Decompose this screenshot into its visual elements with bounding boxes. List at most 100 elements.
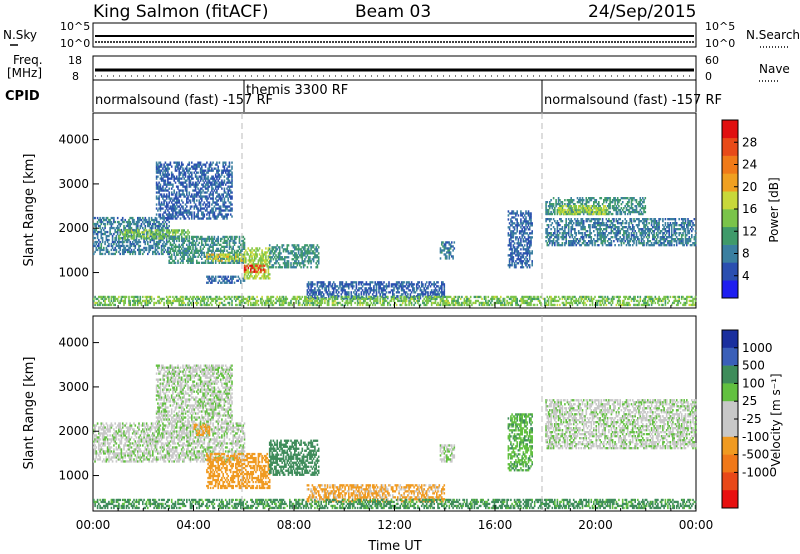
heatmap-cell <box>369 289 371 292</box>
heatmap-cell <box>272 246 275 249</box>
heatmap-cell <box>404 285 407 288</box>
heatmap-cell <box>588 205 590 208</box>
heatmap-cell <box>601 212 604 216</box>
heatmap-cell <box>204 195 207 198</box>
heatmap-cell <box>148 229 150 232</box>
heatmap-cell <box>397 283 399 286</box>
heatmap-cell <box>206 195 208 198</box>
heatmap-cell <box>286 262 289 265</box>
heatmap-cell <box>99 218 101 222</box>
heatmap-cell <box>214 203 217 206</box>
heatmap-cell <box>211 187 213 190</box>
heatmap-cell <box>208 277 211 280</box>
heatmap-cell <box>629 244 631 247</box>
heatmap-cell <box>566 212 569 216</box>
heatmap-cell <box>209 193 212 196</box>
heatmap-cell <box>604 224 606 227</box>
heatmap-cell <box>114 228 116 232</box>
heatmap-cell <box>562 232 565 235</box>
heatmap-cell <box>332 287 335 290</box>
heatmap-cell <box>528 216 531 219</box>
heatmap-cell <box>212 161 214 164</box>
heatmap-cell <box>111 216 114 220</box>
heatmap-cell <box>197 211 199 214</box>
heatmap-cell <box>508 240 511 243</box>
heatmap-cell <box>516 210 518 213</box>
heatmap-cell <box>560 236 562 239</box>
heatmap-cell <box>643 222 645 225</box>
heatmap-cell <box>667 242 669 245</box>
heatmap-cell <box>549 232 551 235</box>
heatmap-cell <box>569 207 571 210</box>
heatmap-cell <box>228 175 231 178</box>
heatmap-cell <box>126 238 129 242</box>
heatmap-cell <box>601 244 604 247</box>
heatmap-cell <box>316 266 319 269</box>
heatmap-cell <box>104 240 106 244</box>
heatmap-cell <box>229 237 232 241</box>
heatmap-cell <box>518 260 521 263</box>
heatmap-cell <box>508 212 511 215</box>
heatmap-cell <box>512 252 515 255</box>
heatmap-cell <box>212 175 214 178</box>
heatmap-cell <box>556 234 559 237</box>
heatmap-cell <box>182 191 184 194</box>
heatmap-cell <box>198 181 201 184</box>
heatmap-cell <box>338 287 340 290</box>
heatmap-cell <box>186 179 188 182</box>
heatmap-cell <box>113 216 115 220</box>
heatmap-cell <box>197 165 199 168</box>
heatmap-cell <box>100 248 103 252</box>
heatmap-cell <box>129 226 131 230</box>
heatmap-cell <box>613 218 615 221</box>
heatmap-cell <box>610 240 613 243</box>
heatmap-cell <box>667 222 669 225</box>
heatmap-cell <box>222 253 224 256</box>
heatmap-cell <box>630 232 633 235</box>
heatmap-cell <box>517 258 520 261</box>
heatmap-cell <box>511 212 513 215</box>
heatmap-cell <box>580 199 582 202</box>
heatmap-cell <box>634 236 636 239</box>
heatmap-cell <box>94 222 96 226</box>
heatmap-cell <box>446 251 448 254</box>
heatmap-cell <box>261 263 263 266</box>
heatmap-cell <box>208 261 211 264</box>
heatmap-cell <box>640 238 643 241</box>
heatmap-cell <box>144 226 147 230</box>
heatmap-cell <box>172 185 174 188</box>
heatmap-cell <box>133 228 135 232</box>
heatmap-cell <box>570 244 572 247</box>
heatmap-cell <box>247 273 250 276</box>
heatmap-cell <box>600 228 603 231</box>
heatmap-cell <box>576 208 579 212</box>
heatmap-cell <box>615 218 618 221</box>
heatmap-cell <box>187 171 189 174</box>
heatmap-cell <box>557 222 560 225</box>
heatmap-cell <box>513 226 516 229</box>
heatmap-cell <box>222 249 224 252</box>
heatmap-cell <box>228 261 231 264</box>
heatmap-cell <box>620 240 623 243</box>
heatmap-cell <box>201 165 203 168</box>
heatmap-cell <box>252 259 255 262</box>
heatmap-cell <box>530 222 532 225</box>
heatmap-cell <box>163 169 165 172</box>
heatmap-cell <box>236 261 238 264</box>
heatmap-cell <box>192 195 194 198</box>
heatmap-cell <box>133 233 135 236</box>
heatmap-cell <box>559 199 561 202</box>
heatmap-cell <box>590 210 593 214</box>
heatmap-cell <box>638 220 640 223</box>
heatmap-cell <box>616 222 619 225</box>
noise-panel: N.Sky 10^5 10^0 10^5 10^0 N.Search <box>3 20 800 50</box>
heatmap-cell <box>168 193 170 196</box>
heatmap-cell <box>173 189 175 192</box>
heatmap-cell <box>569 201 571 204</box>
heatmap-cell <box>301 250 304 253</box>
heatmap-cell <box>321 283 324 286</box>
heatmap-cell <box>516 218 518 221</box>
heatmap-cell <box>664 218 667 221</box>
heatmap-cell <box>611 222 614 225</box>
heatmap-cell <box>223 235 226 239</box>
